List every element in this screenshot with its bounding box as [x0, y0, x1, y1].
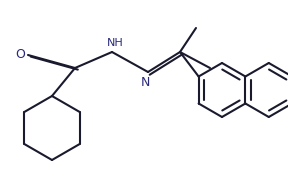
- Text: NH: NH: [107, 38, 123, 48]
- Text: N: N: [140, 76, 150, 89]
- Text: O: O: [15, 47, 25, 60]
